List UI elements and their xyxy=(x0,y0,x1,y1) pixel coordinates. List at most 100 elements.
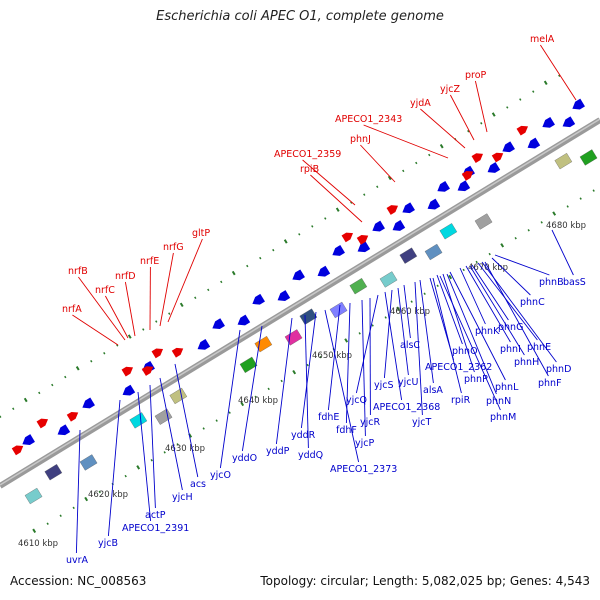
gene-label-apeco1_2368: APECO1_2368 xyxy=(373,402,440,413)
tick-mark xyxy=(90,359,93,363)
forward-gene-arrow xyxy=(141,366,154,376)
forward-gene-arrow xyxy=(11,445,24,456)
leader-line xyxy=(449,271,506,381)
gene-label-nrfg: nrfG xyxy=(163,242,184,253)
gene-label-phnj: phnJ xyxy=(350,134,371,145)
tick-mark xyxy=(176,443,179,446)
tick-mark xyxy=(103,352,106,355)
leader-line xyxy=(436,274,463,345)
forward-gene-arrow xyxy=(121,366,134,377)
genome-backbone xyxy=(0,117,600,489)
forward-gene-arrow-shape xyxy=(141,366,154,376)
cds-box-box xyxy=(79,454,98,471)
leader-line xyxy=(324,309,360,463)
reverse-gene-arrow-shape xyxy=(82,397,95,409)
leader-line xyxy=(363,124,449,159)
forward-gene-arrow xyxy=(66,411,79,422)
reverse-gene-arrow-shape xyxy=(252,293,265,305)
gene-label-phne: phnE xyxy=(527,342,551,353)
cds-box xyxy=(239,356,258,373)
tick-mark xyxy=(12,407,15,411)
tick-mark xyxy=(231,270,236,276)
cds-box-box xyxy=(439,223,458,240)
gene-label-yjch: yjcH xyxy=(172,492,193,503)
cds-box xyxy=(129,412,148,429)
leader-line xyxy=(491,257,531,296)
kbp-label: 4680 kbp xyxy=(546,221,586,231)
reverse-gene-arrow xyxy=(542,116,555,128)
cds-box-box xyxy=(169,387,188,405)
cds-box-box xyxy=(579,149,598,166)
tick-mark xyxy=(220,280,223,284)
gene-label-rpib: rpiB xyxy=(300,164,319,175)
leader-line xyxy=(494,254,550,276)
cds-box xyxy=(439,223,458,240)
cds-box-box xyxy=(239,356,258,373)
tick-mark xyxy=(306,363,309,367)
tick-mark xyxy=(519,98,522,101)
leader-line xyxy=(72,314,119,346)
leader-line xyxy=(137,391,152,522)
reverse-gene-arrow xyxy=(277,290,291,301)
gene-label-phni: phnI xyxy=(500,344,521,355)
gene-label-yddo: yddO xyxy=(232,453,257,464)
gene-label-yddp: yddP xyxy=(266,446,290,457)
cds-box xyxy=(299,308,318,325)
gene-label-phnf: phnF xyxy=(538,378,562,389)
leader-line xyxy=(149,384,156,509)
reverse-gene-arrow-shape xyxy=(402,202,415,214)
cds-box xyxy=(579,149,598,166)
reverse-gene-arrow xyxy=(22,434,35,445)
tick-mark xyxy=(324,217,327,220)
gene-label-phnk: phnK xyxy=(475,326,500,337)
leader-line xyxy=(107,399,121,537)
leader-line xyxy=(442,273,475,373)
tick-mark xyxy=(579,197,582,200)
gene-label-fdhe: fdhE xyxy=(318,412,339,423)
gene-label-prop: proP xyxy=(465,70,487,81)
forward-gene-arrow xyxy=(471,153,484,164)
leader-line xyxy=(551,229,574,276)
gene-label-yjcs: yjcS xyxy=(374,380,394,391)
cds-box xyxy=(474,213,493,230)
reverse-gene-arrow-shape xyxy=(562,116,576,128)
leader-line xyxy=(469,265,525,356)
tick-mark xyxy=(298,233,301,236)
reverse-gene-arrow xyxy=(317,265,331,277)
tick-mark xyxy=(396,306,401,311)
leader-line xyxy=(345,302,351,424)
tick-marks xyxy=(0,74,595,534)
gene-label-apeco1_2362: APECO1_2362 xyxy=(425,362,492,373)
tick-mark xyxy=(491,112,496,117)
reverse-gene-arrow xyxy=(487,162,501,173)
reverse-gene-arrow-shape xyxy=(277,290,291,301)
tick-mark xyxy=(527,229,530,232)
tick-mark xyxy=(272,248,275,252)
forward-gene-arrow-shape xyxy=(171,347,184,358)
tick-mark xyxy=(155,320,158,323)
reverse-gene-arrow xyxy=(122,384,136,396)
tick-mark xyxy=(506,106,509,109)
tick-mark xyxy=(215,419,218,422)
tick-mark xyxy=(532,90,535,93)
leader-line xyxy=(78,276,126,341)
leader-line xyxy=(219,329,241,469)
reverse-gene-arrow xyxy=(527,137,541,149)
gene-label-apeco1_2373: APECO1_2373 xyxy=(330,464,397,475)
tick-mark xyxy=(488,252,491,256)
gene-label-phnh: phnH xyxy=(514,357,539,368)
gene-label-alsa: alsA xyxy=(423,385,443,396)
tick-mark xyxy=(72,506,75,510)
forward-gene-arrow-shape xyxy=(491,152,504,163)
kbp-label: 4650 kbp xyxy=(312,351,352,361)
tick-mark xyxy=(439,144,444,149)
reverse-gene-arrow xyxy=(237,314,251,326)
cds-box-box xyxy=(284,329,303,346)
leader-line xyxy=(360,144,396,183)
reverse-gene-arrow-shape xyxy=(357,241,371,253)
leader-line xyxy=(327,304,341,411)
tick-mark xyxy=(179,302,184,308)
forward-gene-arrow-shape xyxy=(11,445,24,456)
tick-mark xyxy=(254,395,257,399)
